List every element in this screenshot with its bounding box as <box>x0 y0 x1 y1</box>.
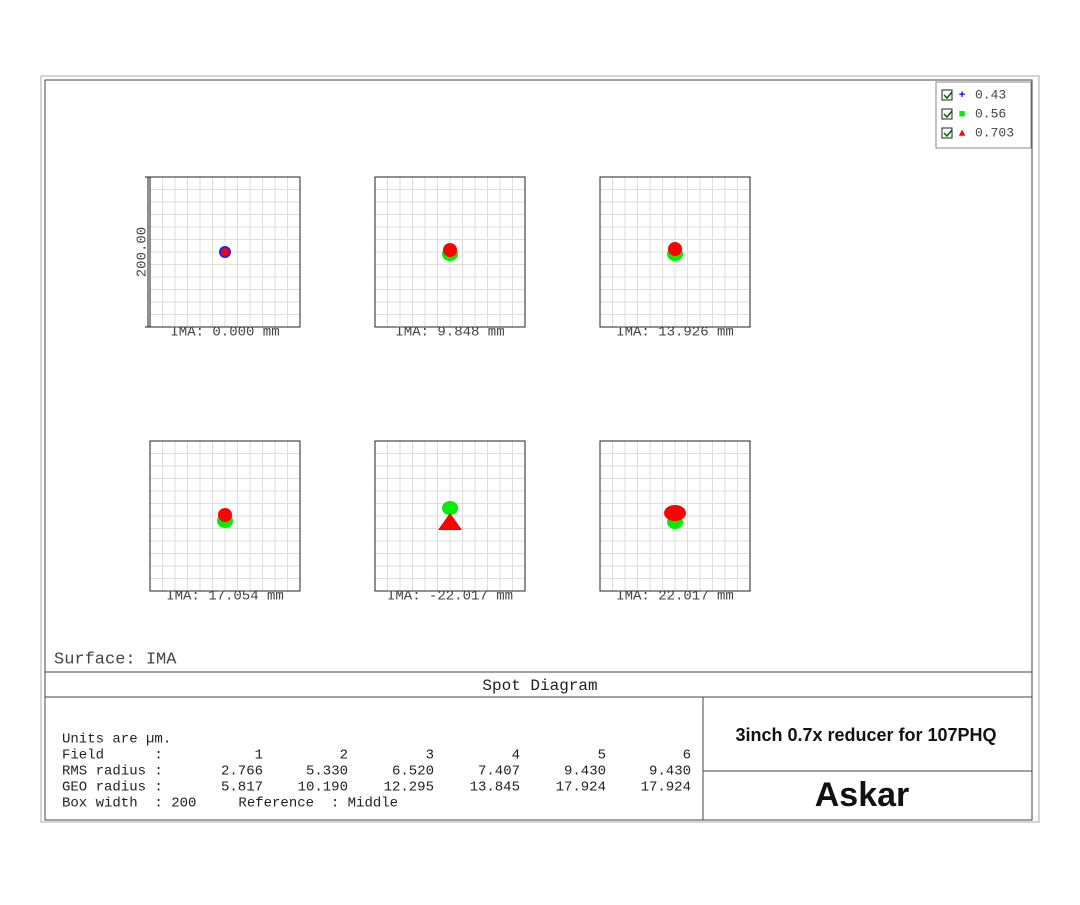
panel-label: IMA: 13.926 mm <box>616 325 734 341</box>
panel-label: IMA: 22.017 mm <box>616 589 734 605</box>
row-label: Field : <box>62 748 163 764</box>
legend-symbol: ■ <box>959 109 966 121</box>
panel-frame <box>599 440 751 592</box>
panel-frame <box>599 176 751 328</box>
diagram-title: Spot Diagram <box>482 677 597 695</box>
units-text: Units are µm. <box>62 732 171 748</box>
legend-check <box>943 110 953 119</box>
legend-check <box>943 91 953 100</box>
spot <box>442 501 458 515</box>
table-cell: 17.924 <box>556 780 606 796</box>
panel-frame <box>374 176 526 328</box>
footer-text: Box width : 200 Reference : Middle <box>62 796 398 812</box>
table-cell: 6 <box>683 748 691 764</box>
table-cell: 9.430 <box>649 764 691 780</box>
table-cell: 9.430 <box>564 764 606 780</box>
row-label: GEO radius : <box>62 780 163 796</box>
table-cell: 7.407 <box>478 764 520 780</box>
table-cell: 10.190 <box>298 780 348 796</box>
legend-checkbox <box>941 108 953 120</box>
description: 3inch 0.7x reducer for 107PHQ <box>735 725 996 745</box>
legend-checkbox <box>941 127 953 139</box>
table-cell: 12.295 <box>384 780 434 796</box>
plot-frame <box>44 79 1033 821</box>
spot <box>221 248 229 256</box>
table-cell: 1 <box>255 748 263 764</box>
spot <box>668 242 682 256</box>
table-cell: 6.520 <box>392 764 434 780</box>
table-cell: 5 <box>598 748 606 764</box>
legend-symbol: ▲ <box>959 128 966 140</box>
table-cell: 2 <box>340 748 348 764</box>
panel-frame <box>374 440 526 592</box>
panel-label: IMA: -22.017 mm <box>387 589 513 605</box>
panel-frame <box>149 440 301 592</box>
spot <box>218 508 232 522</box>
brand-logo: Askar <box>815 776 910 814</box>
surface-label: Surface: IMA <box>54 650 177 669</box>
table-cell: 2.766 <box>221 764 263 780</box>
legend-symbol: + <box>959 90 966 102</box>
table-cell: 5.817 <box>221 780 263 796</box>
panel-label: IMA: 9.848 mm <box>395 325 504 341</box>
legend-label: 0.703 <box>975 125 1014 140</box>
legend-checkbox <box>941 89 953 101</box>
table-cell: 13.845 <box>470 780 520 796</box>
row-label: RMS radius : <box>62 764 163 780</box>
legend-label: 0.43 <box>975 87 1006 102</box>
legend-check <box>943 129 953 138</box>
axis-label: 200.00 <box>135 227 151 277</box>
spot <box>443 243 457 257</box>
legend-label: 0.56 <box>975 106 1006 121</box>
panel-label: IMA: 0.000 mm <box>170 325 279 341</box>
spot <box>664 505 686 521</box>
table-cell: 3 <box>426 748 434 764</box>
table-cell: 17.924 <box>641 780 691 796</box>
panel-label: IMA: 17.054 mm <box>166 589 284 605</box>
panel-frame <box>149 176 301 328</box>
table-cell: 5.330 <box>306 764 348 780</box>
spot <box>438 513 462 530</box>
table-cell: 4 <box>512 748 520 764</box>
